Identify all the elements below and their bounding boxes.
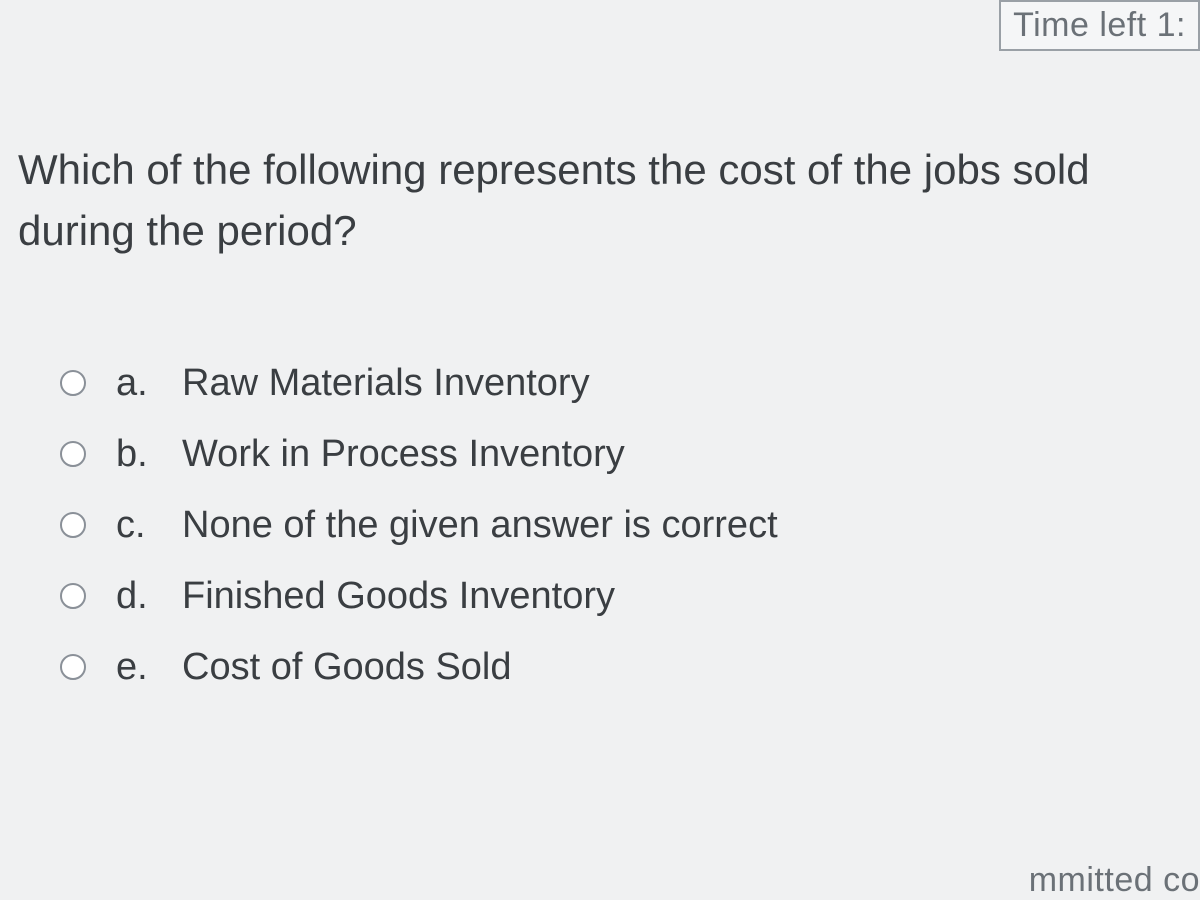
- option-row-e[interactable]: e. Cost of Goods Sold: [60, 646, 1182, 689]
- option-row-c[interactable]: c. None of the given answer is correct: [60, 504, 1182, 547]
- footer-partial-text: mmitted co: [1029, 861, 1200, 900]
- option-row-d[interactable]: d. Finished Goods Inventory: [60, 575, 1182, 618]
- option-row-a[interactable]: a. Raw Materials Inventory: [60, 362, 1182, 405]
- option-row-b[interactable]: b. Work in Process Inventory: [60, 433, 1182, 476]
- option-radio-b[interactable]: [60, 441, 86, 467]
- option-letter: c.: [116, 504, 164, 547]
- timer-box: Time left 1:: [999, 0, 1200, 51]
- option-radio-c[interactable]: [60, 512, 86, 538]
- option-radio-e[interactable]: [60, 654, 86, 680]
- option-letter: d.: [116, 575, 164, 618]
- option-text: Raw Materials Inventory: [182, 362, 590, 405]
- options-list: a. Raw Materials Inventory b. Work in Pr…: [18, 362, 1182, 689]
- option-letter: a.: [116, 362, 164, 405]
- option-letter: b.: [116, 433, 164, 476]
- option-text: Work in Process Inventory: [182, 433, 625, 476]
- option-text: Cost of Goods Sold: [182, 646, 512, 689]
- question-container: Which of the following represents the co…: [0, 0, 1200, 689]
- option-text: None of the given answer is correct: [182, 504, 778, 547]
- timer-label: Time left 1:: [1013, 6, 1186, 44]
- option-radio-a[interactable]: [60, 370, 86, 396]
- option-radio-d[interactable]: [60, 583, 86, 609]
- question-text: Which of the following represents the co…: [18, 140, 1182, 262]
- option-text: Finished Goods Inventory: [182, 575, 615, 618]
- option-letter: e.: [116, 646, 164, 689]
